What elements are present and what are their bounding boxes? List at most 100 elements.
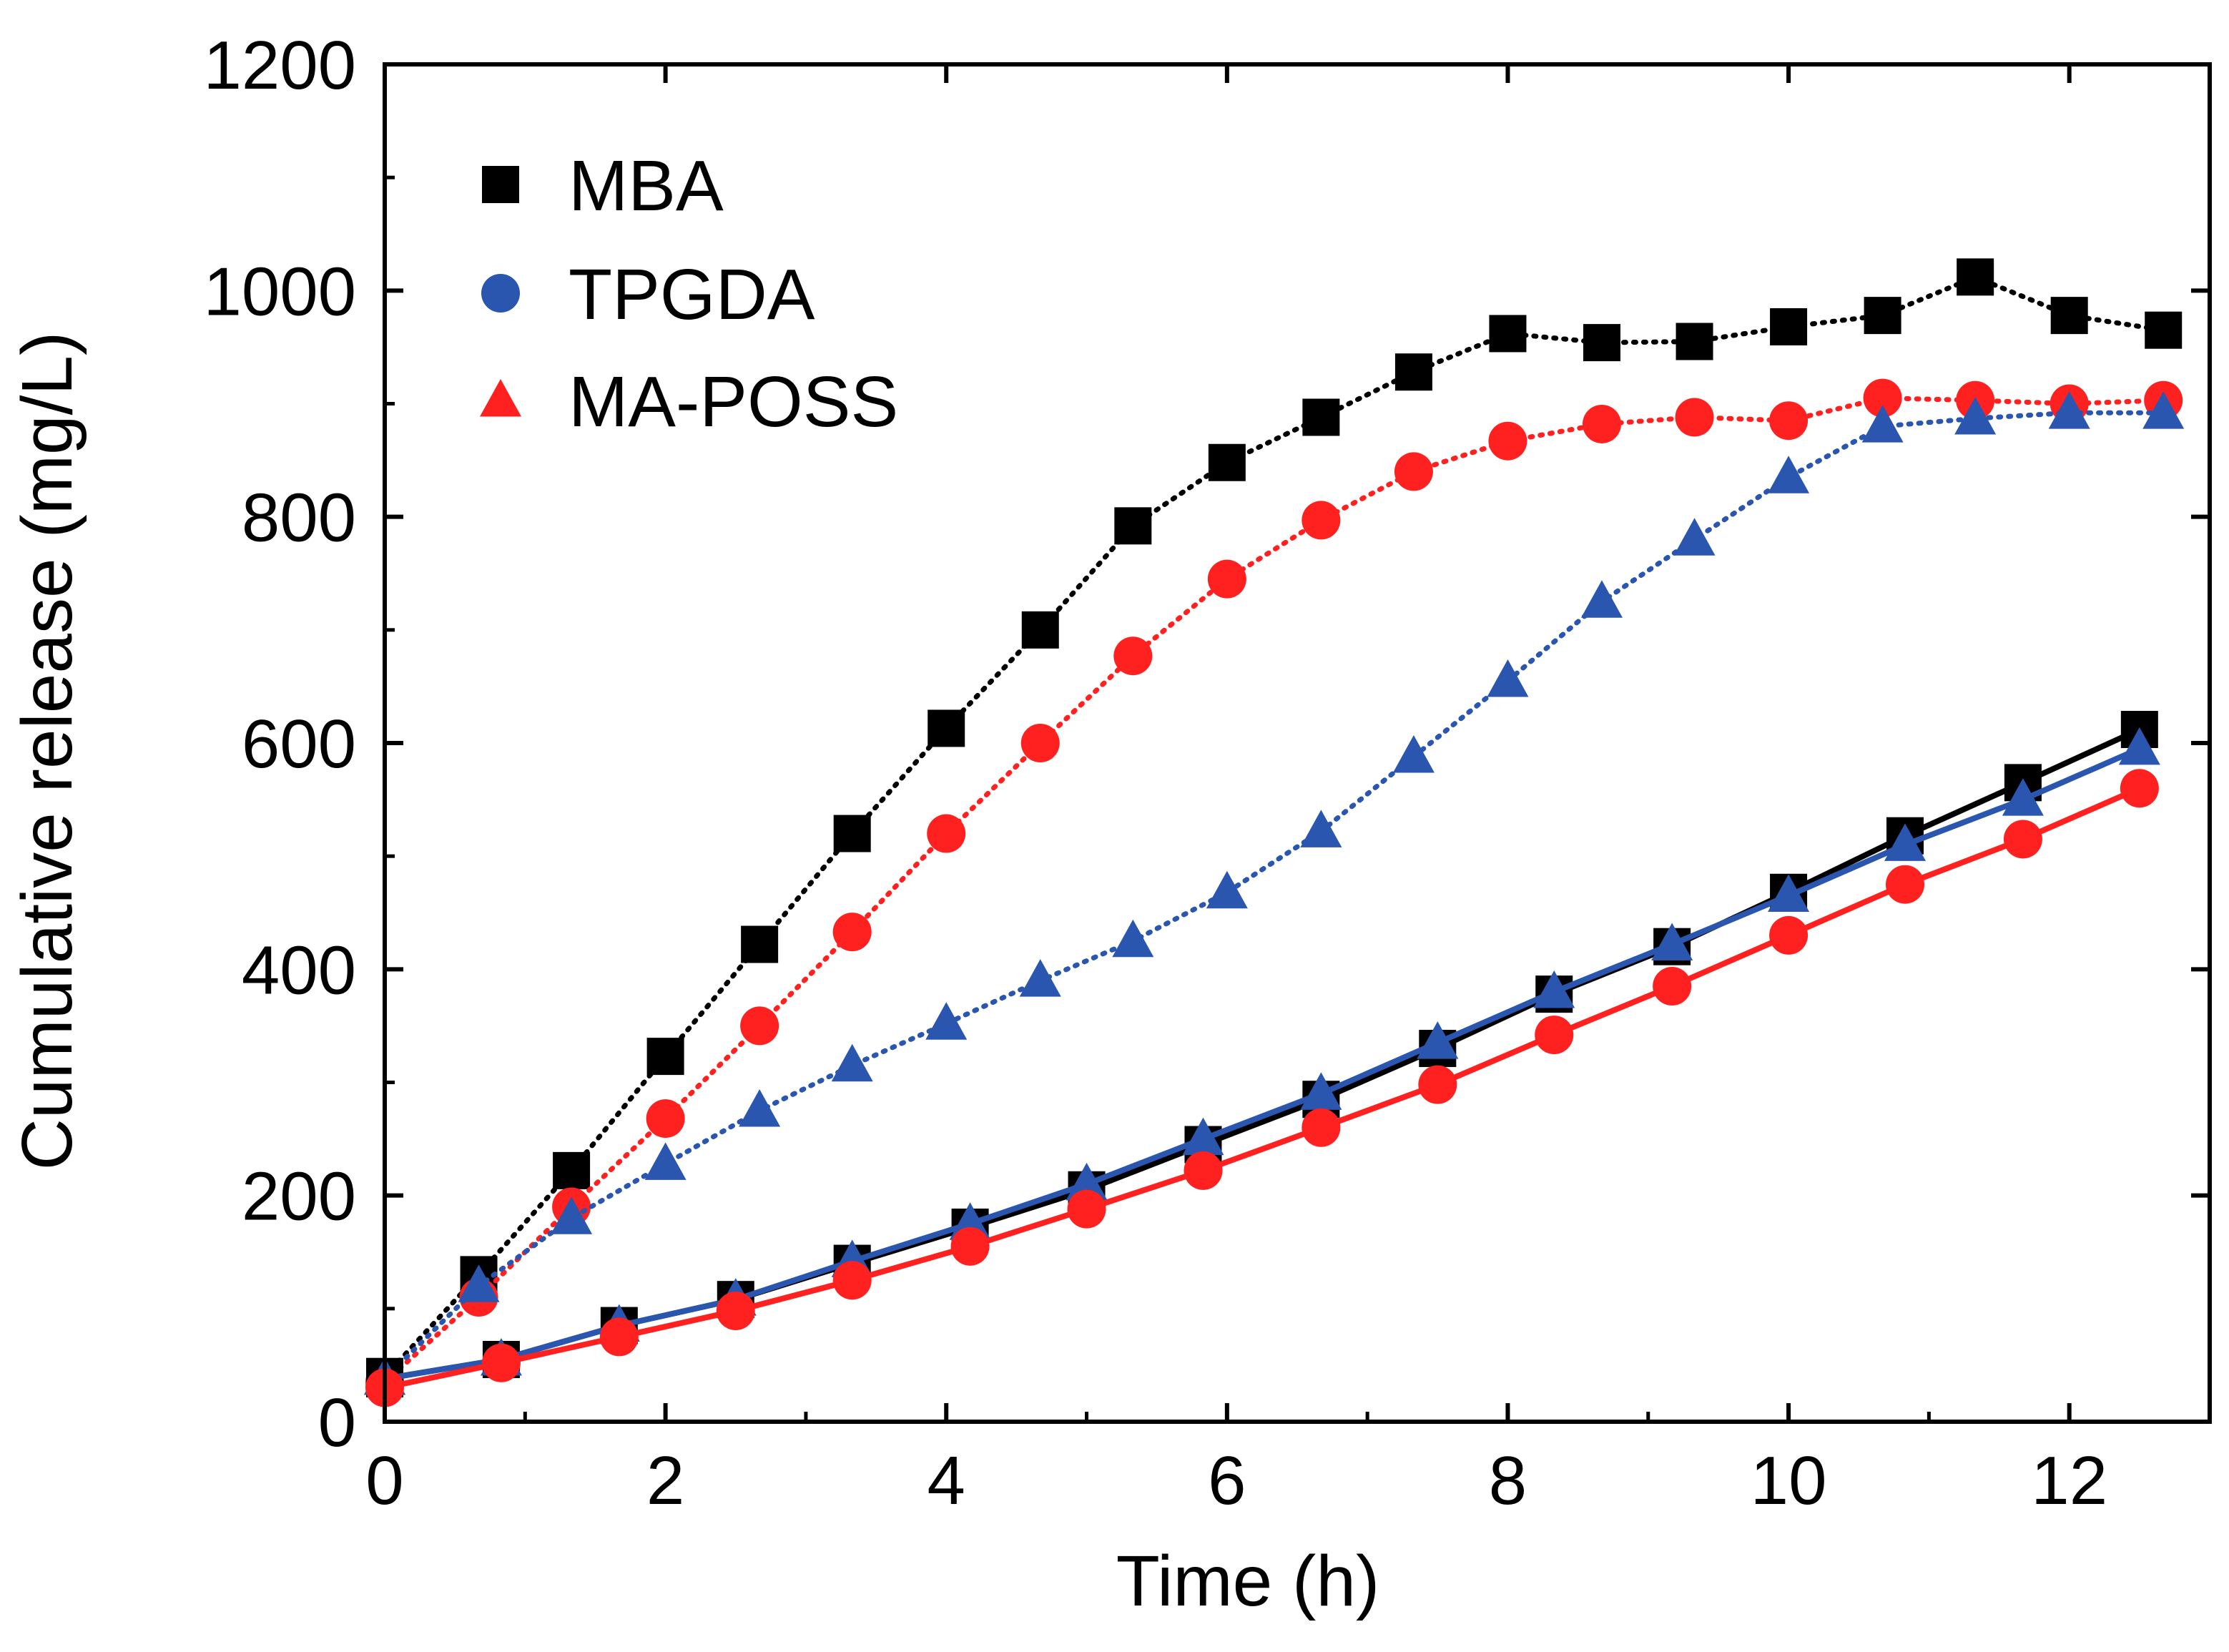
data-point-0-17 <box>1957 258 1994 296</box>
data-point-1-13 <box>1582 404 1621 443</box>
series-line-2 <box>382 410 2166 1382</box>
data-point-5-12 <box>1769 915 1809 955</box>
data-point-0-6 <box>927 709 965 747</box>
data-point-2-3 <box>644 1142 687 1180</box>
y-tick-label-0: 0 <box>318 1385 356 1461</box>
data-point-2-17 <box>1954 397 1997 435</box>
x-tick-label-1: 2 <box>646 1442 684 1519</box>
series-3 <box>366 711 2158 1397</box>
data-point-1-16 <box>1863 378 1902 418</box>
legend-label-1: TPGDA <box>569 255 815 335</box>
data-point-4-9 <box>1417 1021 1459 1059</box>
data-point-2-7 <box>1019 959 1061 997</box>
data-point-0-16 <box>1864 297 1901 335</box>
data-point-1-15 <box>1769 401 1809 441</box>
data-point-1-10 <box>1302 501 1341 540</box>
series-line-0 <box>382 274 2166 1380</box>
data-point-4-11 <box>1651 923 1693 961</box>
y-tick-label-5: 1000 <box>203 253 356 330</box>
data-point-5-3 <box>716 1291 755 1330</box>
x-axis-title: Time (h) <box>1116 1541 1380 1621</box>
data-point-4-8 <box>1300 1072 1342 1110</box>
data-point-4-13 <box>1884 823 1927 861</box>
x-tick-label-5: 10 <box>1751 1442 1827 1519</box>
data-point-0-5 <box>833 815 871 852</box>
data-point-5-6 <box>1067 1189 1106 1229</box>
x-tick-label-0: 0 <box>365 1442 403 1519</box>
data-point-5-9 <box>1418 1065 1457 1104</box>
data-point-1-3 <box>646 1099 685 1139</box>
legend-label-2: MA-POSS <box>569 362 898 442</box>
data-point-4-15 <box>2118 727 2160 765</box>
data-point-0-7 <box>1021 611 1059 649</box>
data-point-5-13 <box>1886 865 1925 904</box>
series-2 <box>364 391 2185 1395</box>
data-point-2-19 <box>2142 391 2185 429</box>
data-point-2-18 <box>2048 391 2090 429</box>
data-point-5-5 <box>950 1226 990 1266</box>
data-point-0-15 <box>1770 308 1808 345</box>
data-point-4-10 <box>1533 970 1575 1008</box>
data-point-5-11 <box>1653 967 1692 1006</box>
data-point-2-13 <box>1580 580 1623 618</box>
data-point-4-6 <box>1066 1162 1108 1201</box>
series-line-4 <box>384 746 2141 1382</box>
legend-marker-1 <box>481 274 520 313</box>
data-point-1-5 <box>832 913 872 952</box>
data-point-0-14 <box>1676 323 1713 360</box>
data-point-0-2 <box>553 1151 591 1189</box>
data-point-5-1 <box>481 1343 521 1382</box>
x-tick-label-4: 8 <box>1489 1442 1527 1519</box>
data-point-4-14 <box>2002 778 2044 816</box>
data-point-5-14 <box>2003 820 2042 859</box>
legend: MBA TPGDA MA-POSS <box>480 146 898 442</box>
y-tick-label-4: 800 <box>242 480 356 556</box>
legend-item-2: MA-POSS <box>480 362 898 442</box>
data-point-1-6 <box>927 814 966 853</box>
legend-marker-2 <box>480 379 521 417</box>
data-point-5-4 <box>832 1261 872 1300</box>
data-point-0-12 <box>1489 315 1527 353</box>
data-point-0-13 <box>1583 324 1620 362</box>
data-point-2-11 <box>1392 734 1435 773</box>
data-point-1-14 <box>1675 398 1714 437</box>
data-point-5-8 <box>1302 1108 1341 1147</box>
data-point-2-16 <box>1861 405 1904 443</box>
data-point-5-2 <box>599 1317 639 1357</box>
y-tick-label-6: 1200 <box>203 27 356 104</box>
x-tick-label-3: 6 <box>1208 1442 1246 1519</box>
data-point-2-15 <box>1768 456 1810 493</box>
data-point-1-7 <box>1020 724 1060 762</box>
data-point-0-10 <box>1302 398 1340 436</box>
data-point-2-10 <box>1300 810 1342 847</box>
y-tick-label-3: 600 <box>242 706 356 782</box>
legend-item-0: MBA <box>482 146 724 226</box>
data-point-0-9 <box>1208 443 1246 481</box>
data-point-2-12 <box>1487 659 1529 697</box>
y-tick-label-2: 400 <box>242 932 356 1008</box>
data-point-1-12 <box>1488 421 1527 461</box>
data-point-0-19 <box>2145 311 2183 349</box>
data-point-4-12 <box>1768 874 1810 913</box>
data-point-5-7 <box>1184 1151 1223 1190</box>
data-point-1-4 <box>740 1006 779 1046</box>
legend-item-1: TPGDA <box>481 255 815 335</box>
data-point-0-3 <box>646 1038 684 1076</box>
data-point-1-9 <box>1207 559 1246 599</box>
data-point-2-1 <box>458 1264 500 1302</box>
legend-label-0: MBA <box>569 146 724 226</box>
series-line-5 <box>384 785 2141 1391</box>
data-point-4-7 <box>1182 1117 1224 1156</box>
data-point-0-11 <box>1394 353 1432 391</box>
data-point-2-2 <box>551 1196 593 1234</box>
plot-area <box>364 258 2185 1407</box>
data-point-2-9 <box>1206 870 1248 909</box>
data-point-0-8 <box>1114 507 1152 545</box>
data-point-2-14 <box>1673 518 1716 556</box>
series-1 <box>365 378 2183 1402</box>
axes: 0 2 4 6 8 10 12 0 200 400 600 800 1000 1200 <box>203 27 2212 1519</box>
data-point-1-8 <box>1113 636 1153 676</box>
y-axis-title: Cumulative release (mg/L) <box>7 332 87 1171</box>
data-point-2-4 <box>739 1089 781 1127</box>
